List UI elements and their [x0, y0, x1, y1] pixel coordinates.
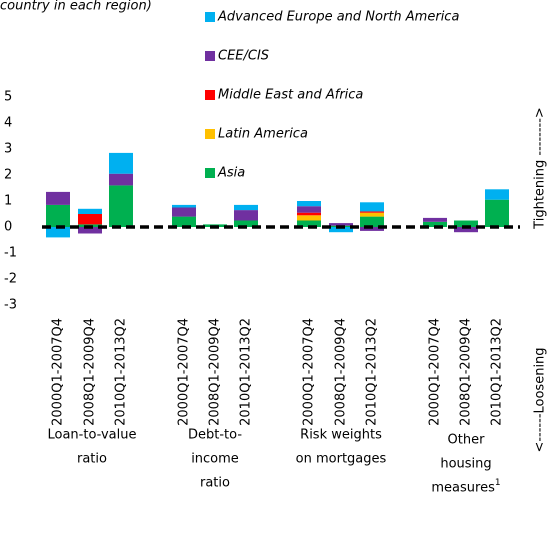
group-label: income: [191, 452, 239, 467]
y-tick-label: 4: [4, 116, 12, 131]
group-label: Other: [448, 433, 486, 448]
legend-swatch: [205, 12, 215, 22]
bar-segment: [360, 211, 384, 213]
bar-segment: [78, 214, 102, 225]
legend-label: Advanced Europe and North America: [217, 10, 459, 25]
y-tick-label: 2: [4, 168, 12, 183]
legend-label: Asia: [217, 166, 245, 181]
x-tick-label: 2008Q1-2009Q4: [83, 318, 98, 426]
legend-swatch: [205, 90, 215, 100]
bar-segment: [109, 152, 133, 174]
y-tick-label: 1: [4, 194, 12, 209]
bar-segment: [46, 191, 70, 205]
bar-segment: [109, 173, 133, 186]
bar-segment: [78, 208, 102, 214]
x-tick-label: 2010Q1-2013Q2: [365, 318, 380, 426]
bar-segment: [234, 210, 258, 221]
group-label: Debt-to-: [188, 428, 242, 443]
group-label: on mortgages: [296, 452, 387, 467]
legend-label: CEE/CIS: [218, 49, 269, 64]
bar-segment: [454, 220, 478, 227]
x-tick-label: 2008Q1-2009Q4: [208, 318, 223, 426]
x-tick-label: 2000Q1-2007Q4: [177, 318, 192, 426]
bar-segment: [423, 217, 447, 222]
group-label: ratio: [200, 476, 230, 491]
right-label: <------Loosening: [533, 347, 548, 452]
x-tick-label: 2010Q1-2013Q2: [239, 318, 254, 426]
footnote-mark: 1: [495, 478, 501, 488]
bar-segment: [454, 227, 478, 233]
group-label: housing: [440, 457, 491, 472]
bar-segment: [46, 204, 70, 227]
y-tick-label: 3: [4, 142, 12, 157]
group-label: measures1: [431, 478, 500, 496]
bar-segment: [172, 216, 196, 227]
bar-segment: [329, 227, 353, 233]
bar-segment: [297, 212, 321, 216]
group-label: Loan-to-value: [47, 428, 136, 443]
bar-segment: [297, 215, 321, 221]
bar-segment: [297, 201, 321, 207]
bar-segment: [360, 212, 384, 217]
x-tick-label: 2008Q1-2009Q4: [459, 318, 474, 426]
legend-swatch: [205, 168, 215, 178]
y-tick-label: 5: [4, 90, 12, 105]
bar-segment: [78, 227, 102, 234]
x-tick-label: 2000Q1-2007Q4: [51, 318, 66, 426]
x-tick-label: 2000Q1-2007Q4: [428, 318, 443, 426]
x-tick-label: 2000Q1-2007Q4: [302, 318, 317, 426]
bar-segment: [485, 189, 509, 200]
y-tick-label: 0: [4, 220, 12, 235]
bar-segment: [234, 204, 258, 211]
bar-segment: [297, 206, 321, 213]
legend-swatch: [205, 51, 215, 61]
bar-segment: [360, 216, 384, 227]
bar-segment: [329, 223, 353, 226]
bar-segment: [360, 227, 384, 231]
bar-segment: [234, 220, 258, 227]
bar-segment: [485, 199, 509, 227]
bar-segment: [423, 221, 447, 227]
x-tick-label: 2010Q1-2013Q2: [114, 318, 129, 426]
bar-segment: [109, 185, 133, 227]
legend-label: Middle East and Africa: [218, 88, 363, 103]
legend-label: Latin America: [218, 127, 308, 142]
y-tick-label: -1: [4, 246, 17, 261]
bar-segment: [360, 202, 384, 212]
legend-swatch: [205, 129, 215, 139]
y-tick-label: -2: [4, 272, 17, 287]
right-label: Tightening -------->: [533, 107, 548, 230]
group-label: Risk weights: [300, 428, 382, 443]
bar-segment: [46, 227, 70, 238]
bar-segment: [172, 207, 196, 217]
bar-segment: [172, 204, 196, 208]
group-label: ratio: [77, 452, 107, 467]
chart-subtitle: country in each region): [0, 0, 152, 14]
x-tick-label: 2010Q1-2013Q2: [490, 318, 505, 426]
y-tick-label: -3: [4, 298, 17, 313]
bar-segment: [297, 220, 321, 227]
x-tick-label: 2008Q1-2009Q4: [334, 318, 349, 426]
